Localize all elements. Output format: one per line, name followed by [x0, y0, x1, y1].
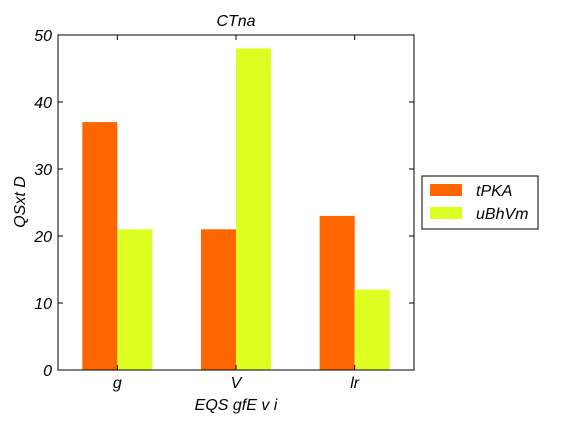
y-tick-label: 50	[34, 28, 52, 45]
bar-tPKA-lr	[319, 215, 355, 370]
x-tick-label: lr	[350, 375, 360, 392]
y-tick-label: 20	[33, 229, 52, 246]
legend-label-uBhVm: uBhVm	[476, 206, 528, 223]
y-tick-label: 10	[34, 296, 52, 313]
bar-tPKA-g	[82, 122, 118, 370]
x-tick-label: V	[231, 375, 243, 392]
chart-title: CTna	[216, 13, 255, 30]
y-tick-label: 40	[34, 95, 52, 112]
x-tick-label: g	[113, 375, 122, 392]
legend-label-tPKA: tPKA	[476, 183, 512, 200]
y-tick-label: 0	[43, 363, 52, 380]
y-tick-label: 30	[34, 162, 52, 179]
bar-uBhVm-lr	[354, 289, 390, 370]
bar-uBhVm-g	[117, 229, 153, 370]
legend-swatch-tPKA	[430, 184, 462, 196]
bar-uBhVm-V	[236, 48, 271, 371]
legend-swatch-uBhVm	[430, 207, 462, 219]
x-axis-label: EQS gfE v i	[195, 397, 278, 414]
bar-tPKA-V	[201, 229, 236, 370]
y-axis-label: QSxt D	[12, 176, 29, 228]
legend: tPKA uBhVm	[421, 175, 539, 230]
